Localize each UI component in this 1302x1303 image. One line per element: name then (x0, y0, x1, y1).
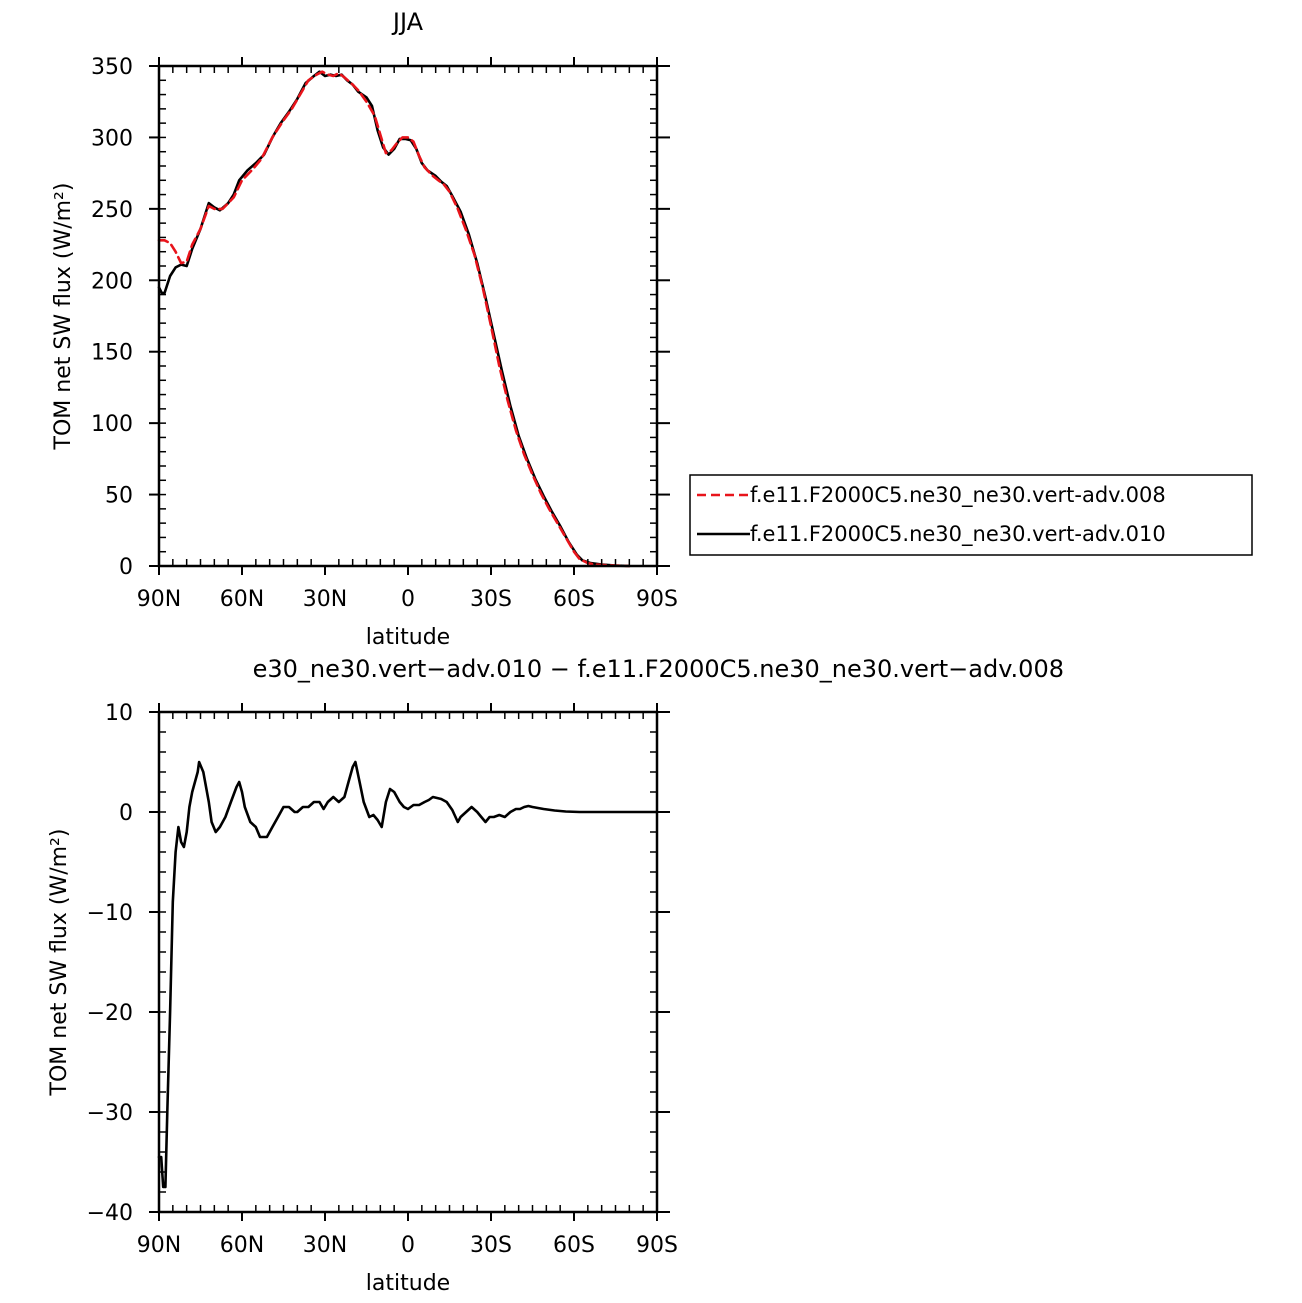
top-x-tick-label: 30N (303, 587, 347, 612)
top-y-tick-label: 0 (119, 555, 133, 580)
bottom-x-tick-label: 30N (303, 1233, 347, 1258)
bottom-y-tick-label: −30 (87, 1101, 133, 1126)
bottom-x-axis-title: latitude (366, 1271, 450, 1296)
top-x-tick-label: 0 (401, 587, 415, 612)
bottom-plot-frame (157, 710, 659, 1214)
bottom-x-tick-label: 90S (636, 1233, 678, 1258)
bottom-panel: e30_ne30.vert−adv.010 − f.e11.F2000C5.ne… (47, 655, 1064, 1296)
bottom-x-tick-label: 30S (470, 1233, 512, 1258)
top-plot-frame (157, 64, 659, 568)
top-y-tick-label: 300 (91, 126, 133, 151)
top-x-axis-title: latitude (366, 625, 450, 650)
bottom-y-tick-label: 10 (105, 701, 133, 726)
top-y-tick-label: 250 (91, 198, 133, 223)
top-y-tick-label: 50 (105, 484, 133, 509)
top-x-tick-label: 60N (220, 587, 264, 612)
bottom-y-tick-label: 0 (119, 801, 133, 826)
bottom-title: e30_ne30.vert−adv.010 − f.e11.F2000C5.ne… (253, 655, 1064, 683)
top-y-tick-label: 100 (91, 412, 133, 437)
bottom-x-tick-label: 0 (401, 1233, 415, 1258)
legend-label-series-010: f.e11.F2000C5.ne30_ne30.vert-adv.010 (750, 522, 1166, 547)
legend: f.e11.F2000C5.ne30_ne30.vert-adv.008 f.e… (689, 474, 1253, 556)
bottom-series-line-0 (157, 760, 659, 1189)
top-panel: JJA 90N 60N 30N 0 30S 60S 90S 0 50 100 150 200 250 30… (51, 8, 1253, 650)
bottom-x-tick-label: 60N (220, 1233, 264, 1258)
bottom-y-tick-label: −10 (87, 901, 133, 926)
bottom-y-tick-label: −20 (87, 1001, 133, 1026)
top-x-tick-label: 60S (553, 587, 595, 612)
bottom-series-lines (157, 760, 659, 1189)
bottom-x-tick-label: 60S (553, 1233, 595, 1258)
legend-box (689, 474, 1253, 556)
bottom-y-tick-label: −40 (87, 1201, 133, 1226)
top-y-tick-label: 350 (91, 55, 133, 80)
top-x-tick-label: 90N (137, 587, 181, 612)
legend-label-series-008: f.e11.F2000C5.ne30_ne30.vert-adv.008 (750, 483, 1166, 508)
top-series-lines (157, 70, 631, 568)
top-x-tick-label: 90S (636, 587, 678, 612)
top-title: JJA (391, 8, 424, 36)
top-series-line-0 (157, 70, 631, 568)
top-axis-ticks: 90N 60N 30N 0 30S 60S 90S 0 50 100 150 200 250 300 350 (91, 55, 678, 612)
bottom-y-axis-title: TOM net SW flux (W/m²) (47, 829, 72, 1097)
top-y-tick-label: 200 (91, 269, 133, 294)
bottom-axis-ticks: 90N 60N 30N 0 30S 60S 90S −40 −30 −20 −10 0 10 (87, 701, 678, 1258)
top-y-axis-title: TOM net SW flux (W/m²) (51, 183, 76, 451)
top-y-tick-label: 150 (91, 341, 133, 366)
bottom-x-tick-label: 90N (137, 1233, 181, 1258)
top-x-tick-label: 30S (470, 587, 512, 612)
